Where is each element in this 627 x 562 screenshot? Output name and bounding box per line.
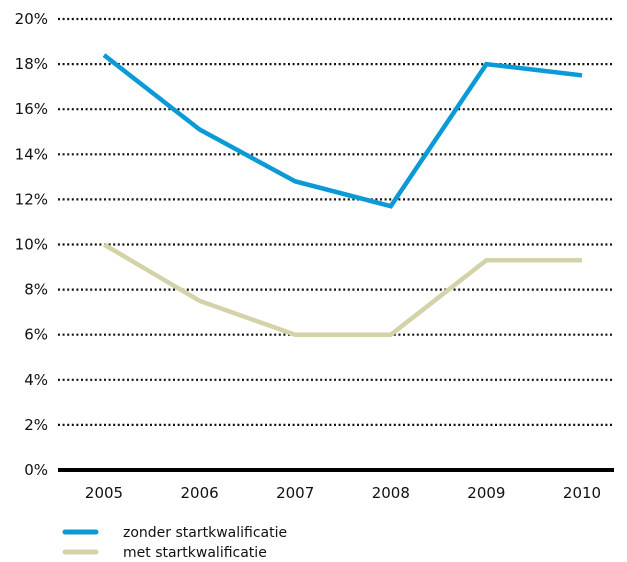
y-tick-label: 12% (15, 190, 48, 208)
series-line (102, 242, 582, 337)
series-line (102, 53, 583, 209)
y-tick-label: 6% (24, 326, 48, 344)
x-axis-tick-labels: 2005 2006 2007 2008 2009 2010 (85, 484, 601, 502)
y-tick-label: 4% (24, 371, 48, 389)
y-tick-label: 10% (15, 236, 48, 254)
x-tick-label: 2009 (467, 484, 505, 502)
x-tick-label: 2006 (181, 484, 219, 502)
y-tick-label: 20% (15, 10, 48, 28)
y-tick-label: 14% (15, 145, 48, 163)
x-tick-label: 2005 (85, 484, 123, 502)
y-tick-label: 8% (24, 281, 48, 299)
gridlines (58, 17, 614, 426)
y-tick-label: 16% (15, 100, 48, 118)
y-tick-label: 2% (24, 416, 48, 434)
y-tick-label: 18% (15, 55, 48, 73)
legend: zonder startkwalificatie met startkwalifi… (62, 525, 287, 561)
y-axis-tick-labels: 0% 2% 4% 6% 8% 10% 12% 14% 16% 18% 20% (15, 10, 48, 479)
legend-label: zonder startkwalificatie (123, 525, 287, 541)
x-tick-label: 2007 (276, 484, 314, 502)
x-tick-label: 2008 (372, 484, 410, 502)
x-tick-label: 2010 (563, 484, 601, 502)
legend-label: met startkwalificatie (123, 545, 267, 561)
series-lines (102, 53, 583, 337)
y-tick-label: 0% (24, 461, 48, 479)
